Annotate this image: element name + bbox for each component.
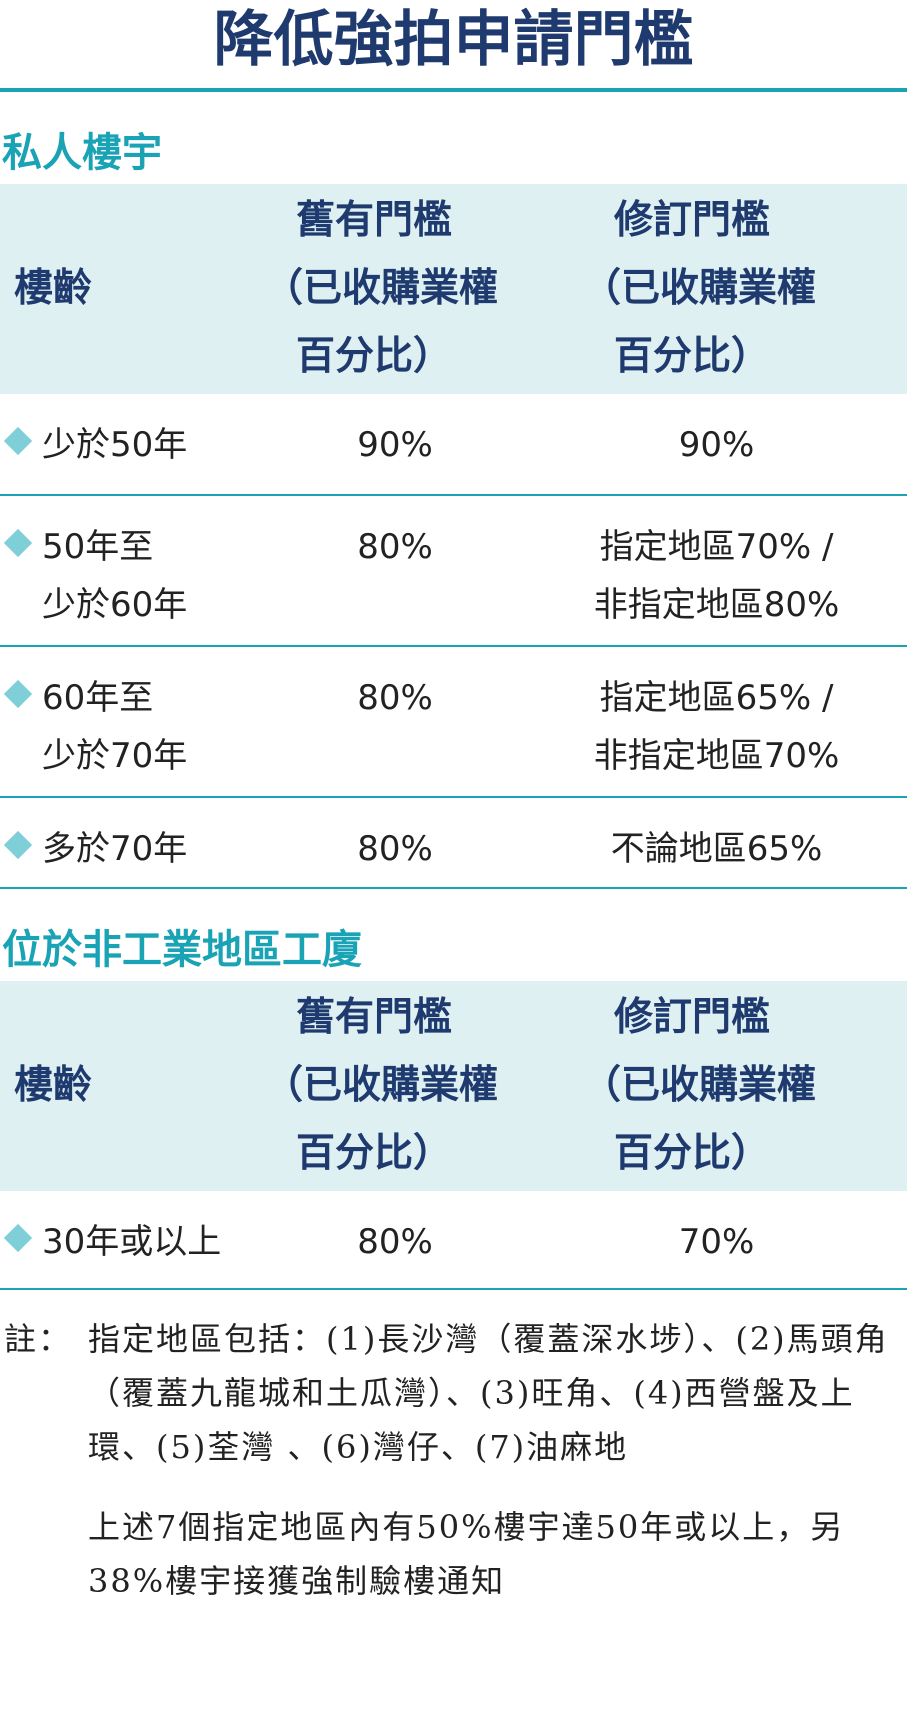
cell-text: 50年至 (42, 527, 154, 567)
cell-text: 非指定地區70% (593, 736, 840, 776)
section-heading: 私人樓宇 (2, 130, 162, 176)
table-cell: 不論地區65% (526, 798, 907, 878)
header-text: 舊有門檻 (296, 995, 453, 1040)
header-cell: 修訂門檻 （已收購業權百分比） (526, 984, 907, 1188)
notes: 註： 指定地區包括：(1)長沙灣（覆蓋深水埗）、(2)馬頭角（覆蓋九龍城和土瓜灣… (0, 1290, 907, 1608)
table-header: 樓齡 舊有門檻 （已收購業權百分比） 修訂門檻 （已收購業權百分比） (0, 184, 907, 394)
section-heading: 位於非工業地區工廈 (2, 927, 362, 973)
table-cell: 70% (526, 1191, 907, 1271)
table-cell: 60年至少於70年 (0, 647, 264, 785)
table-row: 60年至少於70年 80% 指定地區65% / 非指定地區70% (0, 647, 907, 798)
header-cell: 樓齡 (0, 1052, 264, 1120)
cell-text: 70% (678, 1222, 755, 1262)
header-text: （已收購業權 (582, 266, 817, 311)
header-text: 修訂門檻 (614, 198, 771, 243)
table-cell: 指定地區65% / 非指定地區70% (526, 647, 907, 785)
table-cell: 30年或以上 (0, 1191, 264, 1271)
table-header: 樓齡 舊有門檻 （已收購業權百分比） 修訂門檻 （已收購業權百分比） (0, 981, 907, 1191)
notes-label: 註： (4, 1320, 73, 1358)
header-cell: 樓齡 (0, 255, 264, 323)
header-text: 百分比） (614, 1131, 771, 1176)
cell-text: 少於60年 (42, 585, 188, 625)
table-cell: 80% (264, 496, 526, 576)
table-cell: 80% (264, 1191, 526, 1271)
note-paragraph: 上述7個指定地區內有50%樓宇達50年或以上，另38%樓宇接獲強制驗樓通知 (88, 1508, 845, 1600)
cell-text: 80% (357, 1222, 433, 1262)
header-text: （已收購業權 (264, 266, 499, 311)
cell-text: 90% (678, 425, 755, 465)
table-row: 多於70年 80% 不論地區65% (0, 798, 907, 889)
table-cell: 80% (264, 647, 526, 727)
table-cell: 50年至少於60年 (0, 496, 264, 634)
table-row: 30年或以上 80% 70% (0, 1191, 907, 1290)
cell-text: 80% (357, 678, 433, 718)
header-cell: 舊有門檻 （已收購業權百分比） (264, 187, 526, 391)
page-title: 降低強拍申請門檻 (0, 0, 907, 92)
table-row: 50年至少於60年 80% 指定地區70% / 非指定地區80% (0, 496, 907, 647)
header-text: 百分比） (614, 334, 771, 379)
cell-text: 90% (357, 425, 433, 465)
cell-text: 多於70年 (42, 829, 188, 869)
sections: 私人樓宇 樓齡 舊有門檻 （已收購業權 百分比） 修訂門檻 （已收購業權 百分比） 少於50年 9… (0, 92, 907, 1290)
header-text: 舊有門檻 (296, 198, 453, 243)
table-cell: 90% (264, 394, 526, 474)
cell-text: 少於50年 (42, 425, 188, 465)
header-text: 樓齡 (14, 1063, 93, 1108)
cell-text: 非指定地區80% (593, 585, 840, 625)
cell-text: 80% (357, 527, 433, 567)
header-text: （已收購業權 (582, 1063, 817, 1108)
table-cell: 80% (264, 798, 526, 878)
table-cell: 指定地區70% / 非指定地區80% (526, 496, 907, 634)
cell-text: 不論地區65% (610, 829, 823, 869)
notes-body: 指定地區包括：(1)長沙灣（覆蓋深水埗）、(2)馬頭角（覆蓋九龍城和土瓜灣）、(… (88, 1312, 901, 1608)
header-text: 樓齡 (14, 266, 93, 311)
cell-text: 少於70年 (42, 736, 188, 776)
table-cell: 多於70年 (0, 798, 264, 878)
note-paragraph: 指定地區包括：(1)長沙灣（覆蓋深水埗）、(2)馬頭角（覆蓋九龍城和土瓜灣）、(… (88, 1320, 889, 1466)
cell-text: 60年至 (42, 678, 154, 718)
header-text: 修訂門檻 (614, 995, 771, 1040)
table-cell: 90% (526, 394, 907, 474)
header-text: 百分比） (296, 334, 453, 379)
header-cell: 舊有門檻 （已收購業權百分比） (264, 984, 526, 1188)
header-text: （已收購業權 (264, 1063, 499, 1108)
cell-text: 指定地區65% / (599, 678, 834, 718)
cell-text: 指定地區70% / (599, 527, 834, 567)
table-cell: 少於50年 (0, 394, 264, 474)
table-row: 少於50年 90% 90% (0, 394, 907, 496)
cell-text: 30年或以上 (42, 1222, 222, 1262)
header-text: 百分比） (296, 1131, 453, 1176)
cell-text: 80% (357, 829, 433, 869)
header-cell: 修訂門檻 （已收購業權百分比） (526, 187, 907, 391)
